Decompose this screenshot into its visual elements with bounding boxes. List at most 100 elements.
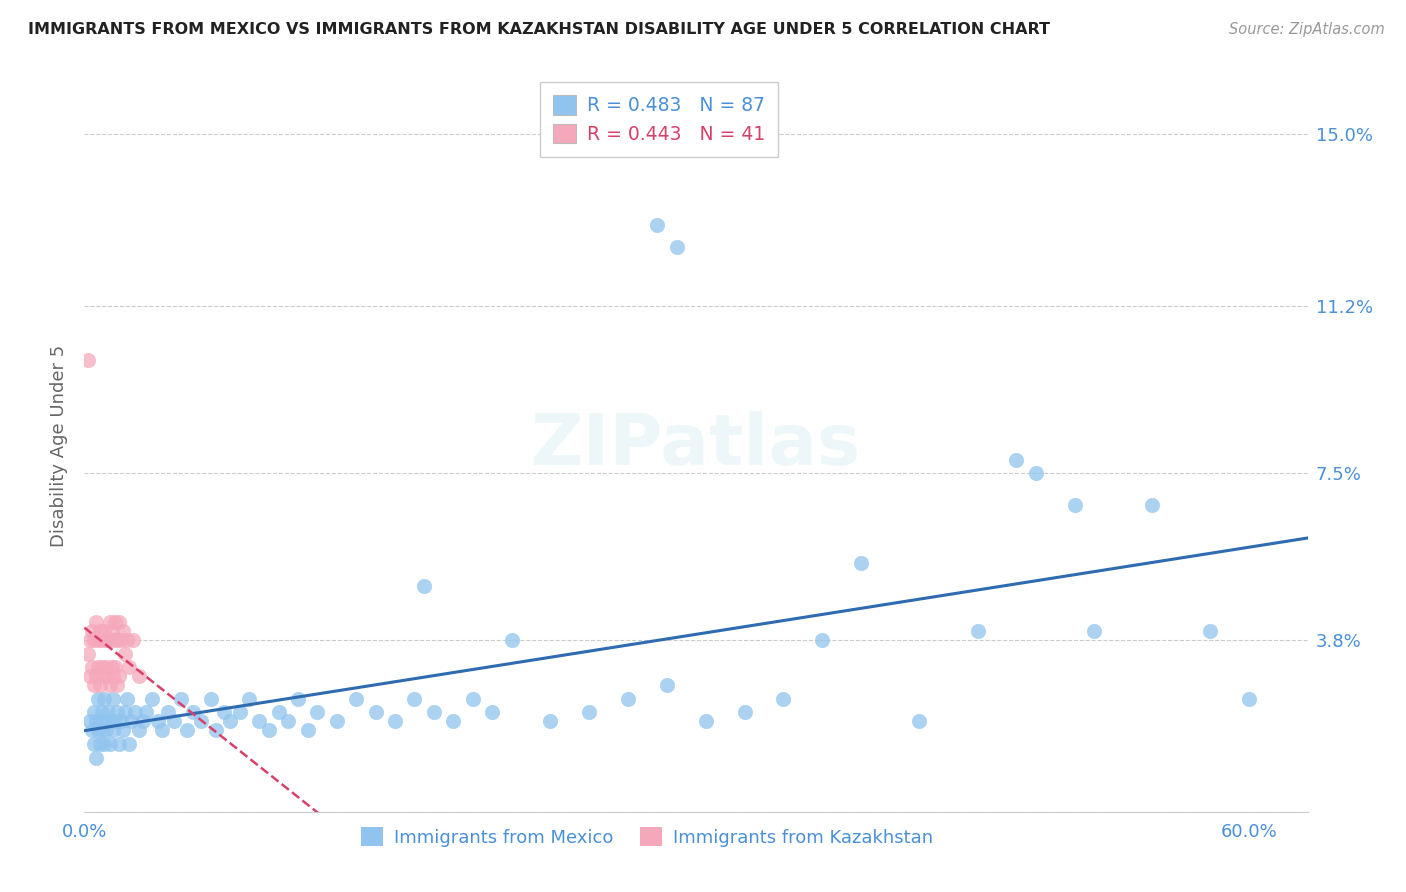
Point [200,691,222,706]
Point [87,691,110,706]
Point [128,723,150,738]
Point [108,669,131,683]
Point [205,723,228,738]
Point [124,706,146,720]
Point [114,647,136,661]
Y-axis label: Disability Age Under 5: Disability Age Under 5 [49,345,67,547]
Point [128,669,150,683]
Point [103,691,125,706]
Point [461,691,484,706]
Point [501,633,523,648]
Point [141,691,163,706]
Point [811,633,834,648]
Point [105,633,128,648]
Point [578,706,600,720]
Point [94,633,117,648]
Point [104,714,127,729]
Point [87,660,110,674]
Point [966,624,988,639]
Text: Source: ZipAtlas.com: Source: ZipAtlas.com [1229,22,1385,37]
Point [94,660,117,674]
Point [423,706,446,720]
Point [89,714,111,729]
Point [238,691,260,706]
Point [90,660,112,674]
Point [93,669,115,683]
Point [118,660,141,674]
Point [120,714,142,729]
Point [665,240,688,254]
Point [247,714,270,729]
Point [100,624,122,639]
Point [87,633,110,648]
Point [1142,498,1164,512]
Point [481,706,503,720]
Point [108,615,131,629]
Point [1025,466,1047,480]
Point [287,691,309,706]
Point [93,624,115,639]
Point [110,633,132,648]
Point [97,706,120,720]
Point [219,714,242,729]
Point [90,706,112,720]
Point [176,723,198,738]
Point [77,647,100,661]
Point [135,706,157,720]
Point [79,669,101,683]
Point [79,633,101,648]
Point [89,737,111,751]
Point [98,678,121,692]
Point [131,714,153,729]
Point [181,706,204,720]
Point [82,624,104,639]
Point [297,723,319,738]
Point [103,723,125,738]
Point [441,714,464,729]
Point [84,714,107,729]
Point [110,714,132,729]
Point [105,706,128,720]
Point [93,691,115,706]
Point [277,714,299,729]
Point [1063,498,1085,512]
Point [103,633,125,648]
Point [344,691,367,706]
Point [90,633,112,648]
Point [94,714,117,729]
Point [146,714,169,729]
Point [87,723,110,738]
Point [84,750,107,764]
Point [655,678,678,692]
Point [100,714,122,729]
Point [114,706,136,720]
Point [98,615,121,629]
Point [1083,624,1105,639]
Point [734,706,756,720]
Point [82,660,104,674]
Point [98,737,121,751]
Point [1005,452,1028,467]
Point [79,714,101,729]
Point [645,218,668,232]
Point [83,633,105,648]
Point [257,723,280,738]
Point [228,706,250,720]
Point [115,691,138,706]
Point [83,678,105,692]
Point [97,633,120,648]
Point [89,624,111,639]
Point [364,706,387,720]
Text: IMMIGRANTS FROM MEXICO VS IMMIGRANTS FROM KAZAKHSTAN DISABILITY AGE UNDER 5 CORR: IMMIGRANTS FROM MEXICO VS IMMIGRANTS FRO… [28,22,1050,37]
Point [695,714,717,729]
Point [100,660,122,674]
Point [103,669,125,683]
Point [212,706,235,720]
Point [1239,691,1261,706]
Point [404,691,426,706]
Point [105,678,128,692]
Point [104,660,127,674]
Point [97,669,120,683]
Point [115,633,138,648]
Point [118,737,141,751]
